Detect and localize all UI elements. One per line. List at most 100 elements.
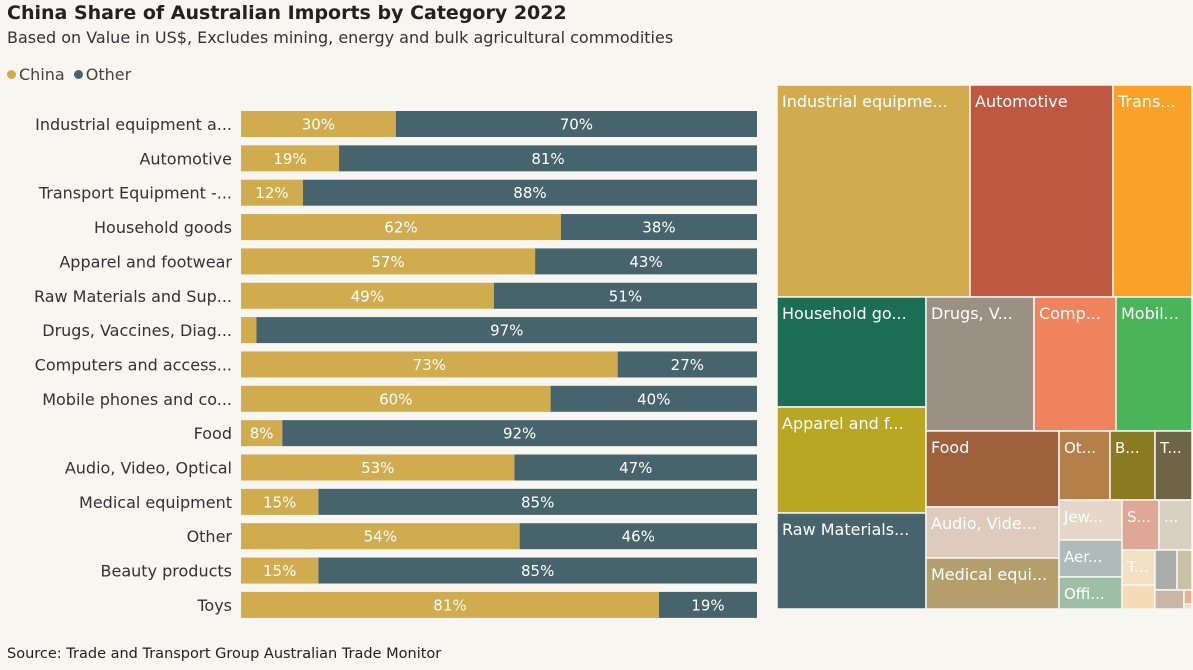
treemap-label-s-18: S... bbox=[1127, 508, 1151, 526]
treemap-tile-raw-materials-5[interactable] bbox=[776, 512, 927, 610]
treemap-label-food-9: Food bbox=[931, 438, 969, 457]
treemap-label-audio-vide-10: Audio, Vide... bbox=[931, 514, 1037, 533]
bar-china-computers-and-access[interactable] bbox=[241, 351, 618, 378]
bar-china-apparel-and-footwear[interactable] bbox=[241, 248, 536, 275]
bar-other-apparel-and-footwear[interactable] bbox=[535, 248, 757, 275]
bar-other-medical-equipment[interactable] bbox=[318, 488, 757, 515]
bar-other-automotive[interactable] bbox=[339, 145, 757, 172]
legend-item-other[interactable]: Other bbox=[73, 65, 132, 84]
data-label-china-toys: 81% bbox=[433, 596, 466, 614]
treemap-tile-aer-16[interactable] bbox=[1058, 539, 1123, 578]
treemap-label-jew-15: Jew... bbox=[1063, 508, 1103, 526]
data-label-other-household-goods: 38% bbox=[642, 219, 675, 237]
bar-other-audio-video-optical[interactable] bbox=[514, 454, 757, 481]
category-label-industrial-equipment-a: Industrial equipment a... bbox=[35, 115, 232, 134]
bar-china-automotive[interactable] bbox=[241, 145, 340, 172]
treemap-tile-small-22[interactable] bbox=[1154, 549, 1178, 591]
treemap-tile-household-go-3[interactable] bbox=[776, 296, 927, 408]
category-label-drugs-vaccines-diag: Drugs, Vaccines, Diag... bbox=[42, 321, 232, 340]
bar-china-food[interactable] bbox=[241, 420, 283, 447]
treemap-label-t-14: T... bbox=[1159, 439, 1182, 457]
bar-other-other[interactable] bbox=[519, 523, 757, 550]
treemap-label-t-20: T... bbox=[1126, 558, 1149, 576]
bar-other-mobile-phones-and-co[interactable] bbox=[550, 385, 757, 412]
treemap-tile-comp-7[interactable] bbox=[1033, 296, 1117, 432]
treemap-label-comp-7: Comp... bbox=[1039, 304, 1101, 323]
data-label-china-industrial-equipment-a: 30% bbox=[302, 116, 335, 134]
treemap-tile-drugs-v-6[interactable] bbox=[925, 296, 1035, 432]
bar-other-drugs-vaccines-diag[interactable] bbox=[256, 317, 757, 344]
treemap-tile-industrial-equipme-0[interactable] bbox=[776, 84, 971, 298]
data-label-other-beauty-products: 85% bbox=[521, 562, 554, 580]
legend: China Other bbox=[7, 64, 135, 84]
data-label-china-computers-and-access: 73% bbox=[413, 356, 446, 374]
treemap-label-medical-equi-11: Medical equi... bbox=[931, 565, 1047, 584]
bar-other-household-goods[interactable] bbox=[560, 214, 757, 241]
data-label-other-raw-materials-and-sup: 51% bbox=[609, 287, 642, 305]
data-label-other-other: 46% bbox=[622, 528, 655, 546]
bar-china-raw-materials-and-sup[interactable] bbox=[241, 282, 494, 309]
category-label-beauty-products: Beauty products bbox=[101, 562, 232, 581]
treemap-tile-jew-15[interactable] bbox=[1058, 499, 1123, 541]
treemap-tile-small-23[interactable] bbox=[1176, 549, 1193, 591]
data-label-other-food: 92% bbox=[503, 425, 536, 443]
bar-china-audio-video-optical[interactable] bbox=[241, 454, 515, 481]
category-label-raw-materials-and-sup: Raw Materials and Sup... bbox=[34, 287, 232, 306]
category-label-food: Food bbox=[194, 424, 232, 443]
treemap-label-b-13: B... bbox=[1115, 439, 1140, 457]
bar-china-beauty-products[interactable] bbox=[241, 557, 319, 584]
treemap-tile-food-9[interactable] bbox=[925, 430, 1060, 508]
treemap-tile-automotive-1[interactable] bbox=[969, 84, 1114, 298]
data-label-other-computers-and-access: 27% bbox=[671, 356, 704, 374]
bar-other-food[interactable] bbox=[282, 420, 757, 447]
data-label-other-industrial-equipment-a: 70% bbox=[560, 116, 593, 134]
treemap-label-offi-17: Offi... bbox=[1064, 585, 1105, 603]
treemap-tile-trans-2[interactable] bbox=[1112, 84, 1193, 298]
treemap-label-drugs-v-6: Drugs, V... bbox=[931, 304, 1013, 323]
bar-china-drugs-vaccines-diag[interactable] bbox=[241, 317, 257, 344]
category-label-automotive: Automotive bbox=[139, 149, 232, 168]
treemap-label-trans-2: Trans... bbox=[1117, 92, 1176, 111]
treemap-label-apparel-and-f-4: Apparel and f... bbox=[782, 414, 904, 433]
legend-swatch-other bbox=[73, 70, 83, 79]
treemap-tile-t-20[interactable] bbox=[1121, 549, 1156, 586]
bar-other-industrial-equipment-a[interactable] bbox=[395, 111, 757, 137]
bar-other-toys[interactable] bbox=[658, 591, 757, 618]
bar-china-other[interactable] bbox=[241, 523, 520, 550]
bar-china-medical-equipment[interactable] bbox=[241, 488, 319, 515]
bar-other-transport-equipment[interactable] bbox=[302, 179, 757, 206]
treemap-label-household-go-3: Household go... bbox=[782, 304, 907, 323]
bar-china-household-goods[interactable] bbox=[241, 214, 561, 241]
treemap-tile-s-18[interactable] bbox=[1121, 499, 1160, 551]
treemap-label-raw-materials-5: Raw Materials... bbox=[782, 520, 909, 539]
data-label-other-medical-equipment: 85% bbox=[521, 493, 554, 511]
treemap-tile-small-25[interactable] bbox=[1154, 589, 1185, 610]
legend-label-other: Other bbox=[85, 65, 132, 84]
data-label-china-medical-equipment: 15% bbox=[263, 493, 296, 511]
treemap-label-aer-16: Aer... bbox=[1064, 548, 1102, 566]
treemap-tile-small-21[interactable] bbox=[1121, 584, 1156, 610]
bar-china-toys[interactable] bbox=[241, 591, 659, 618]
treemap-tile-audio-vide-10[interactable] bbox=[925, 506, 1060, 559]
treemap-tile-mobil-8[interactable] bbox=[1115, 296, 1193, 432]
category-label-toys: Toys bbox=[196, 596, 232, 615]
chart-subtitle: Based on Value in US$, Excludes mining, … bbox=[7, 28, 674, 47]
category-label-household-goods: Household goods bbox=[94, 218, 232, 237]
data-label-other-toys: 19% bbox=[691, 596, 724, 614]
bar-other-beauty-products[interactable] bbox=[318, 557, 757, 584]
category-label-apparel-and-footwear: Apparel and footwear bbox=[59, 252, 232, 271]
bar-china-industrial-equipment-a[interactable] bbox=[241, 111, 396, 137]
legend-swatch-china bbox=[7, 70, 16, 79]
bar-other-computers-and-access[interactable] bbox=[617, 351, 757, 378]
treemap-label-industrial-equipme-0: Industrial equipme... bbox=[782, 92, 948, 111]
bar-china-transport-equipment[interactable] bbox=[241, 179, 303, 206]
category-label-mobile-phones-and-co: Mobile phones and co... bbox=[42, 390, 232, 409]
treemap-label-mobil-8: Mobil... bbox=[1121, 304, 1179, 323]
data-label-china-raw-materials-and-sup: 49% bbox=[351, 287, 384, 305]
bar-other-raw-materials-and-sup[interactable] bbox=[493, 282, 757, 309]
category-label-computers-and-access: Computers and access... bbox=[35, 355, 232, 374]
legend-item-china[interactable]: China bbox=[7, 65, 65, 84]
bar-china-mobile-phones-and-co[interactable] bbox=[241, 385, 551, 412]
treemap-tile-small-27[interactable] bbox=[1183, 603, 1193, 610]
